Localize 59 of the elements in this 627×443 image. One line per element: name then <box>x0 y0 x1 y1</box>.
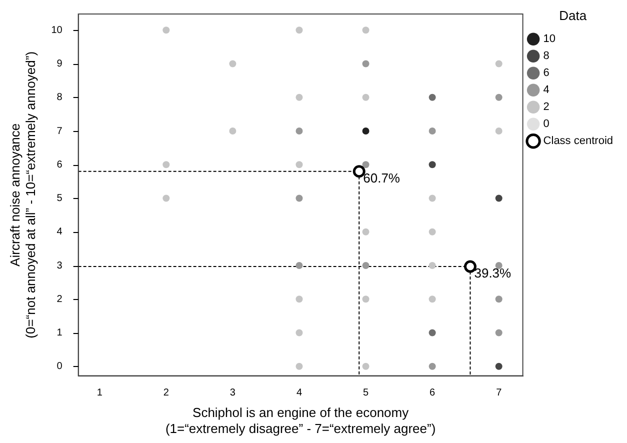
point <box>362 60 370 68</box>
y-tick-label: 1 <box>56 328 63 339</box>
x-tick-label: 1 <box>96 388 103 399</box>
y-axis-title: Aircraft noise annoyance (0=“not annoyed at all” - 10=“extremely annoyed”) <box>7 51 38 338</box>
legend-label: 8 <box>543 50 550 62</box>
legend-label: 6 <box>543 67 550 80</box>
y-tick-label: 6 <box>56 159 63 170</box>
legend-label: 10 <box>543 33 556 46</box>
legend-label: Class centroid <box>543 135 614 148</box>
point <box>428 194 436 202</box>
x-tick-label: 3 <box>230 388 236 399</box>
point <box>495 296 502 303</box>
point <box>296 26 303 34</box>
annotation: 60.7% <box>363 170 400 186</box>
point <box>495 362 502 370</box>
point <box>296 194 303 202</box>
point <box>362 161 370 168</box>
x-tick-label: 7 <box>496 388 502 399</box>
y-tick-label: 8 <box>56 92 63 104</box>
y-tick-label: 0 <box>56 361 63 372</box>
point <box>162 194 170 202</box>
point <box>162 26 170 34</box>
point <box>296 94 303 101</box>
legend-label: 4 <box>543 84 550 96</box>
x-tick-label: 6 <box>430 388 436 399</box>
annotation: 39.3% <box>474 266 512 281</box>
legend-label: 2 <box>543 101 550 114</box>
y-tick-label: 3 <box>56 260 63 272</box>
y-tick-label: 5 <box>56 193 63 204</box>
point <box>495 128 502 135</box>
x-tick-label: 5 <box>362 388 369 399</box>
point <box>428 128 436 135</box>
point <box>495 94 502 101</box>
point <box>495 194 502 202</box>
point <box>495 329 502 336</box>
point <box>362 228 370 236</box>
y-tick-label: 4 <box>56 226 63 238</box>
legend-title: Data <box>559 8 588 24</box>
point <box>296 128 303 135</box>
point <box>229 128 236 135</box>
x-tick-label: 2 <box>163 388 170 399</box>
x-tick-label: 4 <box>296 388 302 399</box>
point <box>428 228 436 236</box>
y-tick-label: 2 <box>56 294 63 305</box>
legend-label: 0 <box>543 118 550 130</box>
point <box>352 165 366 178</box>
y-tick-label: 7 <box>56 126 63 137</box>
point <box>362 26 370 34</box>
point <box>428 94 436 101</box>
point <box>362 94 370 101</box>
point <box>428 161 436 168</box>
x-axis-title: Schiphol is an engine of the economy (1=“extremely disagree” - 7=“extremely agree”) <box>165 405 436 436</box>
point <box>296 161 303 168</box>
y-tick-label: 10 <box>51 24 63 36</box>
point <box>162 161 170 168</box>
y-tick-label: 9 <box>56 58 63 70</box>
point <box>495 60 502 68</box>
point <box>362 128 370 135</box>
point <box>229 60 236 68</box>
